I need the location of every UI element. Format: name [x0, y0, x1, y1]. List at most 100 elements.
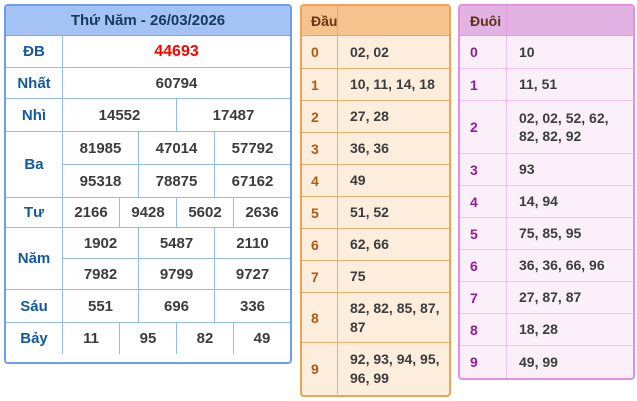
duoi-stats-panel: Đuôi 0 10 1 11, 51 2 02, 02, 52, 62, 82,… — [458, 4, 635, 380]
prize-number: 5602 — [176, 198, 233, 227]
duoi-header-empty — [507, 6, 633, 35]
results-table-panel: Thứ Năm - 26/03/2026 ĐB 44693 Nhất 60794… — [4, 4, 292, 364]
values-cell: 27, 28 — [350, 108, 389, 125]
prize-number: 81985 — [79, 139, 122, 157]
values-cell: 02, 02, 52, 62, 82, 82, 92 — [519, 109, 609, 144]
dau-row: 0 02, 02 — [302, 36, 449, 68]
duoi-row: 9 49, 99 — [460, 345, 633, 378]
duoi-row: 0 10 — [460, 36, 633, 68]
prize-number: 95318 — [79, 172, 122, 190]
values-cell: 18, 28 — [519, 321, 558, 338]
prize-number: 67162 — [214, 165, 290, 197]
prize-label: Nhì — [6, 99, 63, 131]
digit-cell: 6 — [460, 250, 507, 281]
values-cell: 10, 11, 14, 18 — [350, 76, 435, 93]
dau-row: 2 27, 28 — [302, 100, 449, 132]
dau-row: 1 10, 11, 14, 18 — [302, 68, 449, 100]
prize-number: 60794 — [155, 74, 198, 92]
digit-cell: 3 — [460, 154, 507, 185]
prize-number: 14552 — [98, 106, 141, 124]
digit-cell: 9 — [302, 343, 338, 394]
digit-cell: 9 — [460, 346, 507, 378]
prize-number: 1902 — [83, 234, 118, 252]
prize-number: 78875 — [138, 165, 214, 197]
duoi-header-row: Đuôi — [460, 6, 633, 36]
dau-header-row: Đầu — [302, 6, 449, 36]
values-cell: 93 — [519, 161, 535, 178]
prize-row-db: ĐB 44693 — [6, 36, 290, 67]
duoi-row: 4 14, 94 — [460, 185, 633, 217]
prize-row-nhi: Nhì 14552 17487 — [6, 98, 290, 131]
digit-cell: 4 — [302, 165, 338, 196]
prize-label: Bảy — [6, 323, 63, 354]
prize-number: 5487 — [138, 228, 214, 258]
prize-number: 11 — [83, 330, 99, 347]
prize-number: 49 — [233, 323, 290, 354]
duoi-row: 8 18, 28 — [460, 313, 633, 345]
prize-label: ĐB — [6, 36, 63, 67]
digit-cell: 1 — [302, 69, 338, 100]
values-cell: 36, 36, 66, 96 — [519, 257, 605, 274]
digit-cell: 7 — [460, 282, 507, 313]
draw-date-header: Thứ Năm - 26/03/2026 — [6, 6, 290, 36]
prize-number: 7982 — [83, 265, 118, 283]
prize-number: 57792 — [214, 132, 290, 164]
prize-label: Năm — [6, 228, 63, 289]
prize-row-nam: Năm 1902 5487 2110 7982 9799 9727 — [6, 227, 290, 289]
digit-cell: 1 — [460, 69, 507, 100]
dau-stats-panel: Đầu 0 02, 02 1 10, 11, 14, 18 2 27, 28 3… — [300, 4, 451, 397]
prize-number: 696 — [138, 290, 214, 322]
duoi-row: 6 36, 36, 66, 96 — [460, 249, 633, 281]
prize-label: Ba — [6, 132, 63, 197]
digit-cell: 4 — [460, 186, 507, 217]
prize-row-bay: Bảy 11 95 82 49 — [6, 322, 290, 354]
dau-row: 9 92, 93, 94, 95, 96, 99 — [302, 342, 449, 394]
prize-label: Nhất — [6, 68, 63, 98]
prize-number: 9428 — [119, 198, 176, 227]
duoi-row: 3 93 — [460, 153, 633, 185]
digit-cell: 8 — [302, 293, 338, 342]
digit-cell: 5 — [460, 218, 507, 249]
special-prize-number: 44693 — [154, 42, 199, 60]
prize-number: 9799 — [138, 259, 214, 289]
values-cell: 82, 82, 85, 87, 87 — [350, 300, 440, 335]
prize-number: 551 — [87, 297, 114, 315]
digit-cell: 7 — [302, 261, 338, 292]
values-cell: 11, 51 — [519, 76, 558, 93]
dau-header-label: Đầu — [302, 6, 338, 35]
values-cell: 02, 02 — [350, 43, 389, 60]
duoi-row: 5 75, 85, 95 — [460, 217, 633, 249]
digit-cell: 8 — [460, 314, 507, 345]
prize-row-sau: Sáu 551 696 336 — [6, 289, 290, 322]
digit-cell: 5 — [302, 197, 338, 228]
prize-number: 2636 — [233, 198, 290, 227]
digit-cell: 2 — [302, 101, 338, 132]
prize-number: 82 — [176, 323, 233, 354]
digit-cell: 3 — [302, 133, 338, 164]
duoi-row: 7 27, 87, 87 — [460, 281, 633, 313]
values-cell: 92, 93, 94, 95, 96, 99 — [350, 351, 440, 386]
prize-row-nhat: Nhất 60794 — [6, 67, 290, 98]
duoi-row: 2 02, 02, 52, 62, 82, 82, 92 — [460, 100, 633, 153]
duoi-row: 1 11, 51 — [460, 68, 633, 100]
prize-number: 336 — [214, 290, 290, 322]
digit-cell: 2 — [460, 101, 507, 153]
values-cell: 62, 66 — [350, 236, 389, 253]
values-cell: 27, 87, 87 — [519, 289, 582, 306]
prize-number: 9727 — [214, 259, 290, 289]
values-cell: 75, 85, 95 — [519, 225, 582, 242]
prize-row-ba: Ba 81985 47014 57792 95318 78875 67162 — [6, 131, 290, 197]
prize-number: 2110 — [214, 228, 290, 258]
values-cell: 51, 52 — [350, 204, 389, 221]
prize-number: 2166 — [74, 204, 108, 221]
values-cell: 49 — [350, 172, 366, 189]
prize-number: 95 — [119, 323, 176, 354]
dau-row: 3 36, 36 — [302, 132, 449, 164]
prize-label: Sáu — [6, 290, 63, 322]
dau-row: 5 51, 52 — [302, 196, 449, 228]
prize-row-tu: Tư 2166 9428 5602 2636 — [6, 197, 290, 227]
prize-label: Tư — [6, 198, 63, 227]
digit-cell: 0 — [302, 36, 338, 68]
prize-number: 17487 — [176, 99, 290, 131]
